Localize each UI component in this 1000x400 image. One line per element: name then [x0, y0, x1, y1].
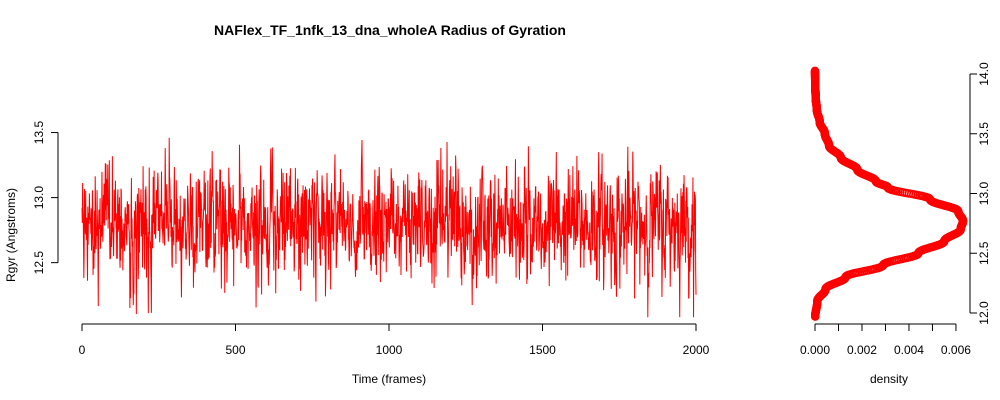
density-y-tick-label: 12.0 [977, 301, 991, 325]
density-y-tick-label: 12.5 [977, 241, 991, 265]
time-series-panel: 0 500 1000 1500 2000 12.5 13.0 13.5 Time (fram… [4, 121, 710, 386]
x-tick-label: 1000 [376, 343, 403, 357]
density-y-tick-label: 13.0 [977, 181, 991, 205]
density-x-axis-label: density [870, 372, 908, 386]
y-axis: 12.5 13.0 13.5 [32, 121, 59, 275]
density-x-tick-label: 0.006 [941, 343, 971, 357]
x-axis-label: Time (frames) [352, 372, 426, 386]
density-x-tick-label: 0.002 [847, 343, 877, 357]
density-y-tick-label: 13.5 [977, 122, 991, 146]
density-x-axis: 0.000 0.002 0.004 0.006 [800, 323, 971, 357]
x-axis: 0 500 1000 1500 2000 [79, 323, 710, 357]
density-x-tick-label: 0.000 [800, 343, 830, 357]
chart-title: NAFlex_TF_1nfk_13_dna_wholeA Radius of G… [214, 22, 566, 38]
density-x-tick-label: 0.004 [894, 343, 924, 357]
y-tick-label: 13.0 [32, 186, 46, 210]
y-axis-label: Rgyr (Angstroms) [4, 188, 18, 282]
y-tick-label: 13.5 [32, 121, 46, 145]
x-tick-label: 0 [79, 343, 86, 357]
density-panel: 0.000 0.002 0.004 0.006 12.0 12.5 13.0 13.5 14.… [800, 62, 991, 386]
density-points [810, 66, 968, 321]
series-line-rgyr [81, 137, 697, 318]
density-y-tick-label: 14.0 [977, 62, 991, 86]
density-y-axis: 12.0 12.5 13.0 13.5 14.0 [969, 62, 991, 325]
x-tick-label: 2000 [683, 343, 710, 357]
x-tick-label: 1500 [529, 343, 556, 357]
y-tick-label: 12.5 [32, 251, 46, 275]
x-tick-label: 500 [225, 343, 245, 357]
density-point [810, 66, 820, 76]
